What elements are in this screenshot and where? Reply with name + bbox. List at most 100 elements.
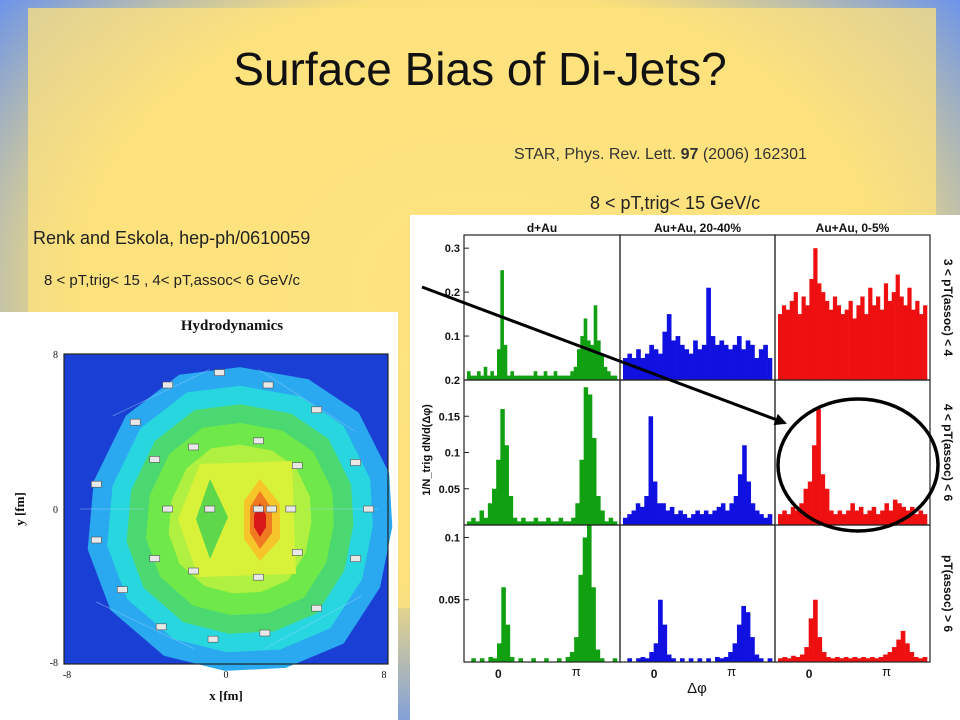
- histogram-bar: [479, 510, 484, 525]
- histogram-bar: [848, 658, 853, 662]
- histogram-bar: [767, 358, 773, 380]
- histogram-bar: [905, 643, 910, 662]
- histogram-bar: [754, 358, 760, 380]
- hydro-y-tick-label: -8: [50, 658, 58, 669]
- jet-path-marker: [162, 505, 173, 513]
- histogram-bar: [679, 344, 685, 380]
- histogram-bar: [907, 287, 912, 380]
- histogram-bar: [728, 652, 733, 662]
- histogram-bar: [583, 387, 589, 525]
- x-tick-label: 0: [495, 667, 502, 681]
- y-axis-label: 1/N_trig dN/d(Δφ): [421, 404, 433, 496]
- histogram-bar: [533, 517, 539, 525]
- histogram-bar: [640, 506, 645, 526]
- histogram-bar: [786, 514, 792, 526]
- histogram-bar: [563, 375, 568, 380]
- jet-path-marker: [350, 459, 361, 466]
- histogram-bar: [723, 344, 729, 380]
- histogram-bar: [595, 649, 601, 662]
- histogram-bar: [470, 375, 474, 380]
- histogram-bar: [758, 349, 764, 380]
- histogram-bar: [918, 510, 924, 525]
- histogram-bar: [913, 657, 919, 662]
- histogram-bar: [636, 349, 641, 380]
- histogram-bar: [736, 624, 742, 662]
- histogram-bar: [716, 506, 722, 526]
- histogram-bar: [610, 375, 614, 380]
- histogram-bar: [546, 517, 551, 525]
- row-label: pT(assoc) > 6: [941, 555, 955, 632]
- jet-path-marker: [162, 381, 173, 389]
- histogram-panel: [778, 409, 928, 526]
- jet-path-marker: [311, 604, 323, 612]
- histogram-bar: [804, 647, 809, 662]
- histogram-bar: [867, 510, 872, 525]
- histogram-bar: [697, 658, 703, 662]
- histogram-bar: [578, 574, 584, 662]
- histogram-bar: [529, 521, 534, 525]
- histogram-bar: [763, 344, 768, 380]
- histogram-bar: [750, 637, 755, 662]
- histogram-bar: [919, 314, 924, 380]
- histogram-bar: [544, 658, 549, 662]
- histogram-bar: [627, 658, 633, 662]
- histogram-bar: [863, 514, 868, 526]
- jet-path-marker: [266, 505, 277, 513]
- jet-path-marker: [117, 586, 128, 593]
- histogram-bar: [854, 510, 860, 525]
- y-tick-label: 0.2: [445, 287, 460, 299]
- histogram-bar: [871, 506, 877, 526]
- histogram-bar: [599, 658, 605, 662]
- histogram-bar: [669, 506, 675, 526]
- histogram-bar: [537, 375, 541, 380]
- histogram-bar: [828, 309, 834, 380]
- histogram-bar: [750, 344, 755, 380]
- histogram-bar: [508, 496, 514, 525]
- histogram-bar: [841, 514, 847, 526]
- histogram-bar: [850, 503, 855, 525]
- histogram-bar: [879, 309, 885, 380]
- x-tick-label: 0: [806, 667, 813, 681]
- histogram-bar: [575, 503, 580, 525]
- histogram-bar: [612, 658, 618, 662]
- histogram-bar: [587, 340, 591, 380]
- momentum-cuts-label: 8 < pT,trig< 15 , 4< pT,assoc< 6 GeV/c: [44, 272, 300, 289]
- histogram-bar: [846, 510, 851, 525]
- histogram-bar: [741, 605, 746, 662]
- jet-path-marker: [207, 635, 219, 643]
- histogram-bar: [883, 283, 889, 380]
- histogram-bar: [649, 652, 654, 662]
- histogram-bar: [821, 292, 826, 380]
- histogram-bar: [644, 353, 650, 380]
- histogram-bar: [658, 353, 663, 380]
- histogram-bar: [725, 510, 730, 525]
- histogram-bar: [719, 658, 725, 662]
- histogram-bar: [473, 375, 478, 380]
- renk-citation: Renk and Eskola, hep-ph/0610059: [33, 228, 311, 248]
- y-tick-label: 0.3: [445, 243, 460, 255]
- histogram-bar: [830, 658, 836, 662]
- mesh-line: [112, 369, 210, 417]
- jet-path-marker: [149, 456, 161, 463]
- hydrodynamics-figure: Hydrodynamics -8 0 8 8 0 -8 x [fm] y [fm]: [0, 312, 398, 720]
- histogram-bar: [781, 305, 787, 380]
- histogram-bar: [627, 514, 632, 526]
- histogram-bar: [684, 349, 690, 380]
- histogram-bar: [679, 658, 685, 662]
- histogram-bar: [487, 375, 491, 380]
- histogram-bar: [580, 336, 584, 380]
- histogram-bar: [635, 503, 641, 525]
- histogram-bar: [799, 503, 804, 525]
- histogram-bar: [657, 503, 662, 525]
- histogram-bar: [750, 503, 756, 525]
- histogram-bar: [480, 375, 484, 380]
- histogram-bar: [708, 514, 713, 526]
- y-tick-label: 0.1: [445, 532, 460, 544]
- histogram-bar: [523, 375, 528, 380]
- row-label: 4 < pT(assoc) < 6: [941, 404, 955, 502]
- jet-path-marker: [291, 549, 303, 556]
- hydro-frame: [63, 353, 389, 665]
- histogram-bar: [562, 521, 568, 525]
- histogram-bar: [754, 510, 760, 525]
- histogram-bar: [706, 658, 711, 662]
